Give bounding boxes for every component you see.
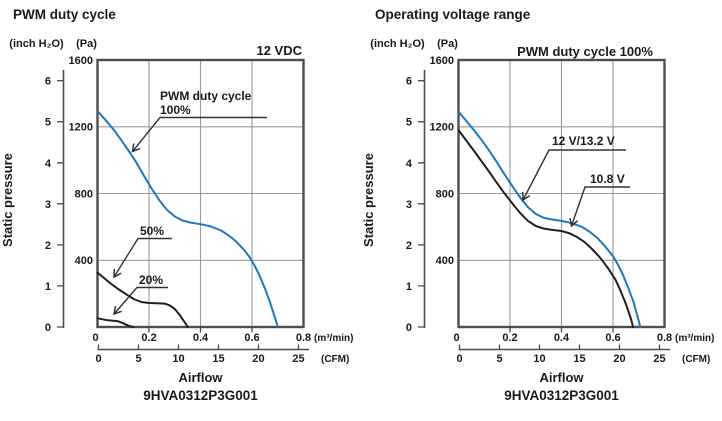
- callout-108v-label: 10.8 V: [590, 172, 625, 186]
- y-unit-inch-label: (inch H₂O): [370, 38, 425, 50]
- x-axis-title: Airflow: [539, 370, 584, 385]
- x-unit-primary: (m³/min): [675, 333, 714, 344]
- plot-frame: [96, 58, 305, 329]
- inch-tick: 0: [406, 322, 412, 334]
- pa-tick: 1600: [69, 55, 93, 67]
- corner-label: 12 VDC: [256, 43, 302, 58]
- pwm-duty-cycle-chart: PWM duty cycle (inch H₂O) (Pa) 12 VDC 16…: [0, 7, 353, 403]
- cfm-tick: 15: [212, 353, 224, 365]
- y-axis-title: Static pressure: [361, 153, 376, 247]
- y-axis-title: Static pressure: [0, 153, 15, 247]
- cfm-tick: 5: [135, 353, 141, 365]
- cfm-ruler-ticks: [458, 344, 661, 350]
- x-unit-secondary: (CFM): [321, 354, 349, 365]
- callout-12v-leader: [523, 149, 626, 200]
- x-tick: 0.2: [502, 332, 517, 344]
- x-tick: 0.4: [193, 332, 209, 344]
- callout-50-leader: [114, 237, 172, 278]
- cfm-tick: 20: [613, 353, 625, 365]
- callout-20-label: 20%: [139, 273, 163, 287]
- curve-10.8-v: [457, 129, 635, 328]
- gridlines: [458, 60, 665, 327]
- cfm-ruler-ticks: [97, 344, 300, 350]
- inch-tick: 3: [406, 199, 412, 211]
- curve-50-: [96, 271, 189, 328]
- pa-tick: 800: [436, 189, 454, 201]
- callout-20-leader: [114, 286, 168, 315]
- y-unit-pa-label: (Pa): [437, 38, 458, 50]
- inch-tick: 2: [406, 240, 412, 252]
- x-tick: 0.2: [141, 332, 156, 344]
- inch-ruler-ticks: [57, 80, 64, 328]
- pa-tick: 800: [75, 189, 93, 201]
- callout-50-label: 50%: [140, 224, 164, 238]
- corner-label: PWM duty cycle 100%: [517, 44, 653, 59]
- x-unit-secondary: (CFM): [682, 354, 710, 365]
- curve-20-: [96, 317, 135, 328]
- cfm-tick: 5: [496, 353, 502, 365]
- inch-tick: 6: [45, 76, 51, 88]
- inch-ruler-ticks: [418, 80, 425, 328]
- chart-title: Operating voltage range: [375, 7, 531, 22]
- inch-tick: 0: [45, 322, 51, 334]
- inch-tick: 5: [45, 117, 51, 129]
- inch-tick: 3: [45, 199, 51, 211]
- cfm-tick: 0: [456, 353, 462, 365]
- x-axis-ticks: [148, 328, 253, 333]
- x-axis-ticks: [509, 328, 614, 333]
- gridlines: [97, 60, 304, 327]
- operating-voltage-range-chart: Operating voltage range (inch H₂O) (Pa) …: [361, 7, 714, 403]
- x-tick: 0: [453, 332, 459, 344]
- cfm-tick: 15: [573, 353, 585, 365]
- pa-tick: 400: [436, 255, 454, 267]
- pa-tick: 1600: [430, 55, 454, 67]
- pa-tick: 1200: [69, 122, 93, 134]
- pa-tick: 400: [75, 255, 93, 267]
- callout-100-leader: [133, 116, 267, 152]
- inch-tick: 2: [45, 240, 51, 252]
- callout-100-label-line2: 100%: [160, 103, 191, 117]
- model-number: 9HVA0312P3G001: [504, 388, 619, 403]
- cfm-tick: 10: [533, 353, 545, 365]
- y-unit-inch-label: (inch H₂O): [9, 38, 64, 50]
- inch-tick: 1: [45, 281, 51, 293]
- inch-tick: 4: [45, 158, 52, 170]
- callout-100-label-line1: PWM duty cycle: [160, 89, 252, 103]
- x-tick: 0.8: [657, 332, 672, 344]
- x-axis-title: Airflow: [178, 370, 223, 385]
- chart-title: PWM duty cycle: [13, 7, 116, 22]
- curve-pwm-duty-cycle-100-: [96, 109, 279, 328]
- x-tick: 0.4: [554, 332, 570, 344]
- x-tick: 0.6: [244, 332, 259, 344]
- callout-108v-leader: [572, 186, 630, 226]
- inch-tick: 6: [406, 76, 412, 88]
- x-tick: 0.8: [296, 332, 311, 344]
- cfm-tick: 0: [95, 353, 101, 365]
- inch-tick: 4: [406, 158, 413, 170]
- curves: [457, 110, 642, 328]
- plot-frame: [457, 58, 666, 329]
- curve-12-v-13.2-v: [457, 110, 642, 328]
- x-unit-primary: (m³/min): [314, 333, 353, 344]
- y-unit-pa-label: (Pa): [76, 38, 97, 50]
- callout-12v-label: 12 V/13.2 V: [552, 134, 615, 148]
- cfm-tick: 20: [252, 353, 264, 365]
- cfm-tick: 25: [292, 353, 304, 365]
- cfm-tick: 10: [172, 353, 184, 365]
- inch-tick: 5: [406, 117, 412, 129]
- curves: [96, 109, 279, 328]
- cfm-tick: 25: [653, 353, 665, 365]
- pa-tick: 1200: [430, 122, 454, 134]
- inch-tick: 1: [406, 281, 412, 293]
- model-number: 9HVA0312P3G001: [143, 388, 258, 403]
- x-tick: 0: [92, 332, 98, 344]
- x-tick: 0.6: [605, 332, 620, 344]
